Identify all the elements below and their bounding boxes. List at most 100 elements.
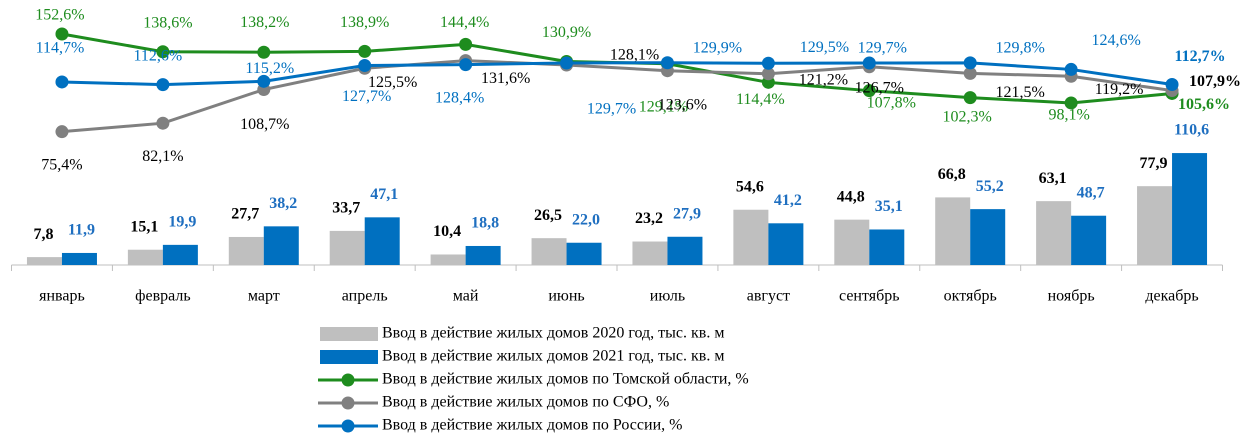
line-value-label: 108,7% (240, 116, 289, 133)
bar (1172, 153, 1208, 265)
line-value-label: 129,9% (693, 39, 742, 56)
line (61, 61, 1173, 87)
line-value-label: 129,7% (587, 101, 636, 118)
bar-value-label: 27,9 (673, 205, 701, 222)
bar (430, 254, 466, 265)
line-value-label: 144,4% (440, 14, 489, 31)
x-tick-label: октябрь (944, 288, 997, 305)
bar (26, 257, 62, 265)
bar-value-label: 63,1 (1039, 170, 1067, 187)
bar-value-label: 15,1 (130, 218, 158, 235)
bar-value-label: 19,9 (168, 214, 196, 231)
bar-value-label: 26,5 (534, 207, 562, 224)
line-marker (761, 67, 775, 81)
bar-value-label: 18,8 (471, 215, 499, 232)
bar-value-label: 27,7 (231, 206, 259, 223)
line-marker (862, 84, 876, 98)
bar-value-label: 48,7 (1077, 184, 1105, 201)
bar-value-label: 23,2 (635, 210, 663, 227)
x-tick-label: май (453, 288, 479, 305)
bar-value-label: 22,0 (572, 211, 600, 228)
legend-label: Ввод в действие жилых домов 2020 год, ты… (382, 325, 724, 342)
bar (364, 217, 400, 265)
bar-value-label: 7,8 (33, 226, 53, 243)
line-marker (1165, 77, 1179, 91)
bar (1071, 215, 1107, 265)
line-value-label: 114,7% (36, 40, 85, 57)
bar (61, 252, 97, 265)
line-value-label: 98,1% (1048, 107, 1089, 124)
line-value-label: 127,7% (342, 88, 391, 105)
x-tick-label: сентябрь (839, 288, 900, 305)
bar (869, 229, 905, 265)
line-value-label: 82,1% (142, 148, 183, 165)
line-marker (156, 116, 170, 130)
line-marker (862, 56, 876, 70)
line-marker (963, 91, 977, 105)
line-value-label: 102,3% (943, 108, 992, 125)
legend-swatch (341, 419, 355, 433)
bar-value-label: 77,9 (1140, 155, 1168, 172)
line-value-label: 129,1% (639, 98, 688, 115)
bar (329, 230, 365, 265)
line-value-label: 121,2% (799, 71, 848, 88)
bar-value-label: 10,4 (433, 223, 461, 240)
bar (834, 219, 870, 265)
line-value-label: 112,6% (134, 47, 183, 64)
line-marker (459, 37, 473, 51)
bar (531, 238, 567, 265)
bar-value-label: 55,2 (976, 178, 1004, 195)
bar-value-label: 33,7 (332, 200, 360, 217)
legend-label: Ввод в действие жилых домов по Томской о… (382, 371, 749, 388)
bar-value-label: 110,6 (1174, 122, 1209, 139)
legend-swatch (341, 396, 355, 410)
bar (127, 249, 163, 265)
legend-swatch (341, 373, 355, 387)
bar-value-label: 66,8 (938, 166, 966, 183)
line-value-label: 121,5% (996, 84, 1045, 101)
x-tick-label: апрель (342, 288, 388, 305)
bar-value-label: 47,1 (370, 186, 398, 203)
line-value-label: 138,2% (240, 14, 289, 31)
line-value-label: 138,6% (143, 14, 192, 31)
line-value-label: 138,9% (340, 14, 389, 31)
line-marker (560, 56, 574, 70)
line-value-label: 119,2% (1095, 81, 1144, 98)
bar (768, 223, 804, 265)
line-value-label: 128,4% (435, 89, 484, 106)
bar-value-label: 38,2 (269, 195, 297, 212)
bar-value-label: 41,2 (774, 192, 802, 209)
line-value-label: 126,7% (855, 79, 904, 96)
line (61, 59, 1173, 134)
bar-value-label: 35,1 (875, 198, 903, 215)
bar (733, 209, 769, 265)
line-marker (1064, 96, 1078, 110)
line-value-label: 115,2% (245, 60, 294, 77)
bar (935, 197, 971, 265)
bar (1036, 201, 1072, 265)
line-value-label: 112,7% (1174, 48, 1225, 65)
line-marker (358, 59, 372, 73)
line-marker (55, 125, 69, 139)
line-value-label: 129,8% (996, 40, 1045, 57)
line-marker (761, 56, 775, 70)
x-tick-label: июнь (548, 288, 584, 305)
line-value-label: 130,9% (542, 24, 591, 41)
line-value-label: 152,6% (35, 7, 84, 24)
bar-value-label: 44,8 (837, 188, 865, 205)
line-marker (963, 56, 977, 70)
line-value-label: 125,5% (368, 74, 417, 91)
line-marker (1064, 62, 1078, 76)
bar-value-label: 11,9 (68, 222, 95, 239)
line-value-label: 124,6% (1091, 32, 1140, 49)
line-marker (358, 44, 372, 58)
x-tick-label: август (747, 288, 790, 305)
bar-value-label: 54,6 (736, 178, 764, 195)
line-value-label: 114,4% (736, 91, 785, 108)
line-value-label: 75,4% (41, 156, 82, 173)
x-tick-label: июль (650, 288, 685, 305)
legend-label: Ввод в действие жилых домов 2021 год, ты… (382, 348, 724, 365)
line-marker (459, 58, 473, 72)
